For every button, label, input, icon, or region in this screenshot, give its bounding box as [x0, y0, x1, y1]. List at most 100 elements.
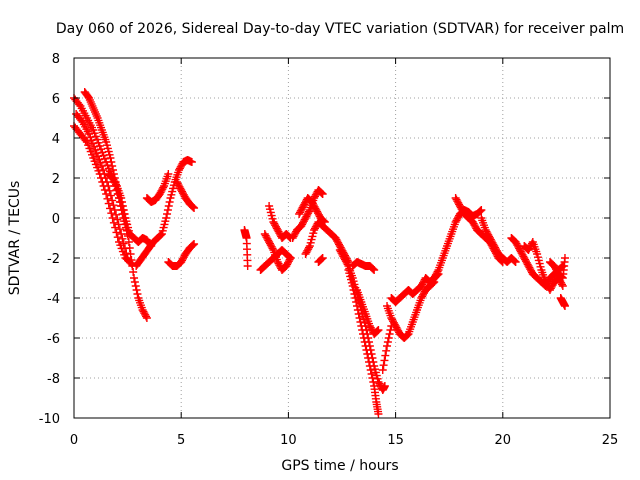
data-point: [112, 210, 121, 219]
series-track-c: [72, 110, 132, 262]
data-point: [318, 190, 327, 198]
series-track-ac: [520, 238, 567, 294]
data-point: [119, 239, 128, 248]
data-point: [100, 186, 109, 194]
data-point: [187, 158, 196, 166]
data-point: [162, 214, 171, 222]
y-tick-label: -8: [47, 372, 60, 387]
data-point: [353, 302, 362, 310]
data-point: [383, 342, 392, 350]
data-point: [318, 254, 327, 262]
data-point: [368, 374, 377, 382]
data-point: [189, 203, 198, 212]
x-axis-title: GPS time / hours: [281, 458, 398, 474]
data-point: [117, 194, 126, 202]
data-point: [353, 306, 362, 314]
data-point: [190, 204, 199, 212]
data-point: [109, 166, 118, 174]
data-point: [510, 257, 519, 266]
data-point: [97, 162, 106, 170]
series-track-i: [172, 178, 199, 212]
data-point: [365, 362, 374, 370]
series-track-f: [132, 156, 196, 270]
data-point: [379, 361, 388, 370]
data-point: [359, 334, 368, 342]
data-point: [372, 327, 381, 336]
data-point: [112, 180, 121, 189]
data-point: [359, 330, 368, 338]
data-point: [433, 267, 442, 276]
series-track-y: [421, 206, 486, 294]
series-track-m: [265, 202, 295, 242]
data-point: [380, 356, 389, 365]
data-point: [509, 256, 518, 265]
data-point: [381, 351, 390, 360]
data-point: [188, 202, 197, 211]
data-point: [118, 198, 127, 206]
y-tick-label: -4: [47, 292, 60, 307]
series-track-q: [314, 254, 327, 266]
x-tick-label: 15: [387, 433, 404, 448]
data-point: [511, 258, 520, 266]
y-tick-label: 2: [52, 172, 60, 187]
series-track-a: [70, 122, 136, 268]
data-point: [133, 290, 142, 298]
data-point: [99, 166, 108, 174]
data-point: [560, 302, 569, 310]
data-point: [142, 312, 151, 321]
data-point: [316, 188, 325, 197]
data-point: [118, 202, 127, 210]
series-track-p: [301, 218, 353, 266]
data-point: [362, 346, 371, 354]
data-point: [105, 186, 114, 195]
data-point: [156, 231, 165, 240]
data-point: [286, 254, 295, 262]
data-point: [560, 254, 569, 262]
data-point: [106, 191, 115, 200]
data-point: [380, 382, 389, 390]
y-tick-label: 4: [52, 132, 60, 147]
data-point: [386, 326, 395, 334]
data-point: [115, 225, 124, 234]
data-point: [304, 243, 313, 252]
x-tick-label: 20: [495, 433, 512, 448]
y-tick-label: -10: [39, 412, 60, 427]
data-point: [317, 189, 326, 198]
data-point: [107, 158, 116, 166]
data-point: [358, 326, 367, 334]
data-point: [131, 282, 140, 290]
data-point: [475, 207, 484, 216]
data-point: [124, 238, 133, 246]
data-point: [558, 282, 567, 290]
series-track-w: [383, 278, 439, 342]
data-point: [118, 234, 127, 243]
data-point: [163, 210, 172, 218]
data-point: [365, 358, 374, 366]
chart-title: Day 060 of 2026, Sidereal Day-to-day VTE…: [56, 21, 624, 37]
data-point: [378, 366, 387, 374]
data-point: [113, 215, 122, 224]
data-point: [109, 201, 118, 210]
data-point: [129, 268, 138, 276]
data-point: [363, 350, 372, 358]
series-track-v: [378, 322, 396, 374]
data-point: [130, 274, 139, 282]
data-point: [268, 244, 277, 253]
data-point: [132, 286, 141, 294]
y-tick-label: 0: [52, 212, 60, 227]
x-tick-label: 5: [177, 433, 185, 448]
y-tick-label: -2: [47, 252, 60, 267]
data-point: [106, 154, 115, 162]
data-point: [157, 230, 166, 239]
x-tick-label: 25: [602, 433, 619, 448]
data-point: [122, 249, 131, 258]
y-tick-label: -6: [47, 332, 60, 347]
data-point: [317, 254, 326, 263]
data-point: [369, 265, 378, 274]
data-point: [159, 183, 168, 192]
series-track-g: [142, 170, 173, 206]
data-point: [360, 338, 369, 346]
data-point: [142, 314, 151, 322]
data-point: [476, 206, 485, 215]
